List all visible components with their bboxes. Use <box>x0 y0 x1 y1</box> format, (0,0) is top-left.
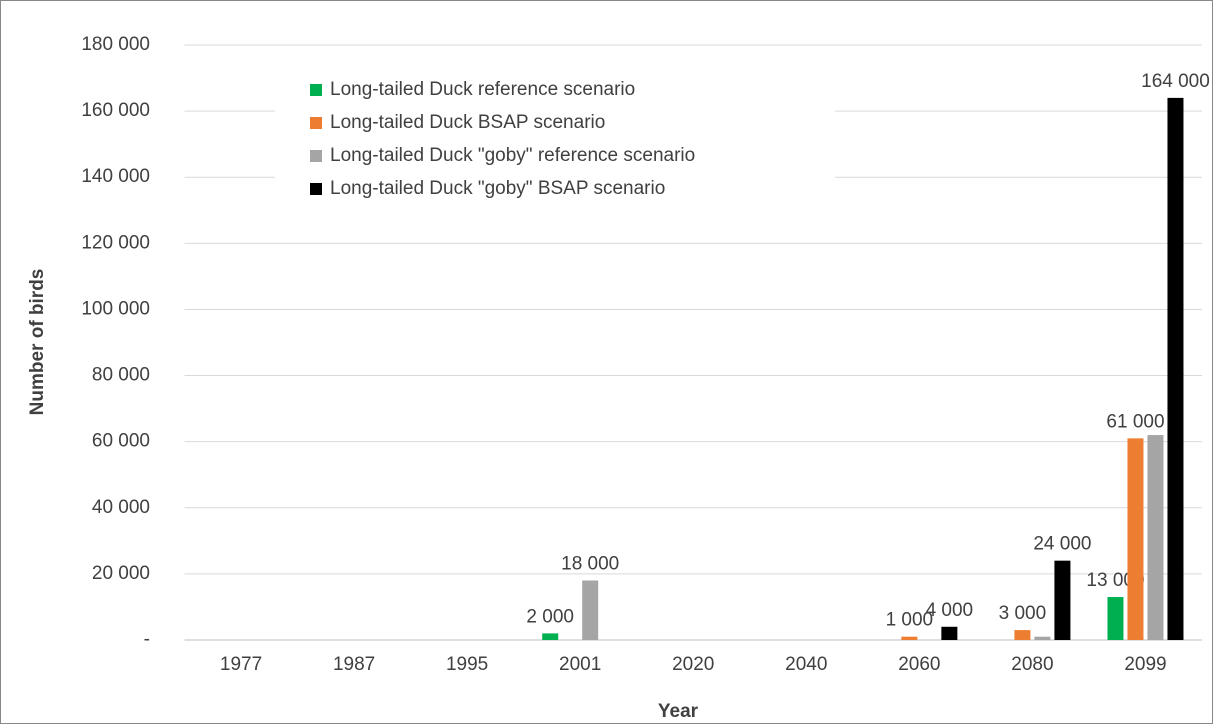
x-tick-label: 2020 <box>672 654 714 675</box>
bar <box>1127 438 1144 640</box>
legend-label: Long-tailed Duck BSAP scenario <box>330 112 605 133</box>
y-axis-title: Number of birds <box>27 269 48 416</box>
x-tick-label: 2060 <box>898 654 940 675</box>
x-tick-label: 2001 <box>559 654 601 675</box>
data-label: 2 000 <box>526 606 574 627</box>
bar <box>1054 560 1071 640</box>
x-tick-label: 1977 <box>220 654 262 675</box>
y-tick-label: - <box>144 629 150 650</box>
legend-label: Long-tailed Duck "goby" reference scenar… <box>330 145 695 166</box>
legend-swatch <box>310 84 322 96</box>
data-label: 164 000 <box>1141 71 1210 92</box>
x-tick-label: 1987 <box>333 654 375 675</box>
data-label: 61 000 <box>1106 411 1164 432</box>
y-tick-label: 160 000 <box>81 100 150 121</box>
data-label: 3 000 <box>999 603 1047 624</box>
y-tick-label: 60 000 <box>92 431 150 452</box>
x-tick-label: 2099 <box>1124 654 1166 675</box>
bar <box>542 633 559 640</box>
bar <box>941 626 958 640</box>
bar <box>1107 597 1124 640</box>
legend-label: Long-tailed Duck "goby" BSAP scenario <box>330 178 665 199</box>
bar <box>1147 435 1164 640</box>
x-tick-label: 2040 <box>785 654 827 675</box>
data-label: 18 000 <box>561 554 619 575</box>
y-tick-label: 100 000 <box>81 298 150 319</box>
data-label: 1 000 <box>886 610 934 631</box>
data-label: 24 000 <box>1033 534 1091 555</box>
x-tick-label: 1995 <box>446 654 488 675</box>
bar <box>901 636 918 640</box>
y-tick-label: 20 000 <box>92 563 150 584</box>
y-tick-label: 140 000 <box>81 166 150 187</box>
y-tick-label: 120 000 <box>81 232 150 253</box>
legend-swatch <box>310 150 322 162</box>
legend-swatch <box>310 183 322 195</box>
legend-label: Long-tailed Duck reference scenario <box>330 79 635 100</box>
y-tick-label: 40 000 <box>92 497 150 518</box>
x-tick-label: 2080 <box>1011 654 1053 675</box>
data-label: 4 000 <box>926 600 974 621</box>
legend-background <box>275 65 835 215</box>
x-axis-title: Year <box>658 701 699 722</box>
y-tick-label: 80 000 <box>92 365 150 386</box>
bar <box>582 580 599 640</box>
y-tick-label: 180 000 <box>81 34 150 55</box>
bar <box>1034 636 1051 640</box>
legend-swatch <box>310 117 322 129</box>
bar <box>1167 97 1184 640</box>
bar <box>1014 630 1031 640</box>
